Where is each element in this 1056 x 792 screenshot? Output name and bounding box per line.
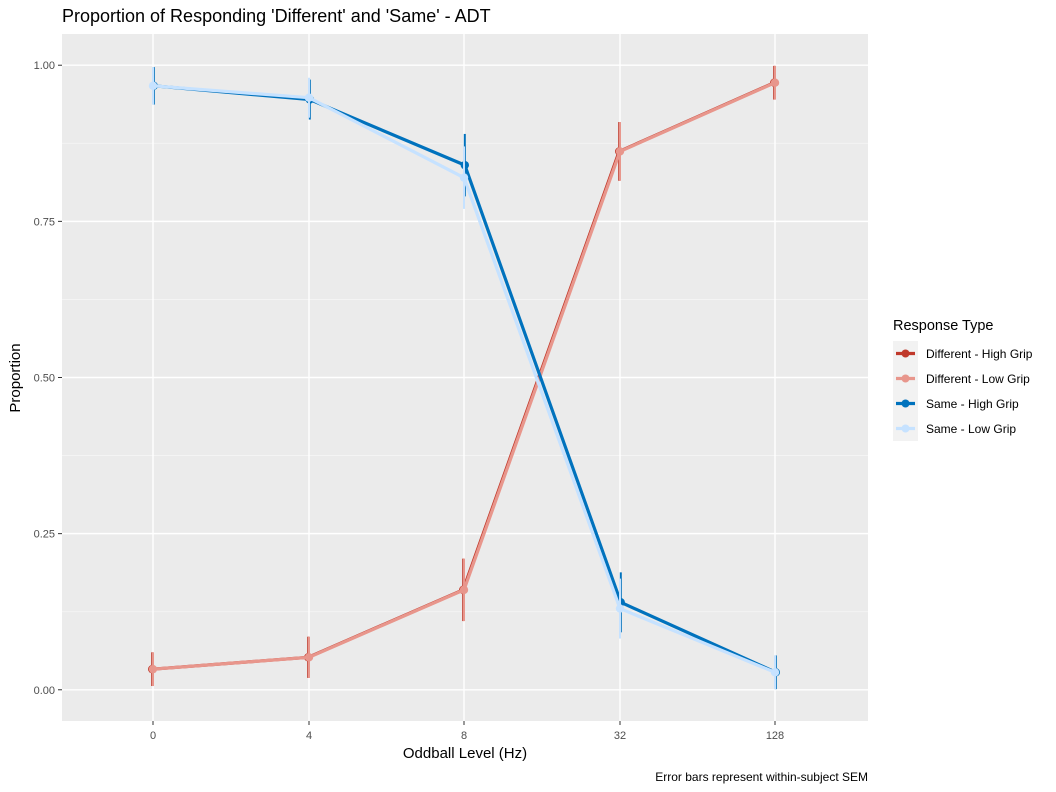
- y-tick-label: 0.25: [34, 529, 55, 541]
- x-tick-label: 0: [150, 730, 156, 742]
- y-tick-label: 0.75: [34, 216, 55, 228]
- data-point: [459, 585, 469, 595]
- data-point: [615, 604, 625, 613]
- legend-label: Same - Low Grip: [926, 422, 1016, 436]
- data-point: [770, 668, 780, 677]
- legend-key-point: [901, 424, 910, 433]
- legend-label: Different - Low Grip: [926, 372, 1030, 386]
- legend-key-point: [901, 349, 910, 358]
- legend-key-point: [901, 374, 910, 383]
- chart-title: Proportion of Responding 'Different' and…: [62, 6, 491, 26]
- x-tick-label: 32: [614, 730, 626, 742]
- y-axis-title: Proportion: [7, 343, 24, 412]
- legend-label: Same - High Grip: [926, 397, 1019, 411]
- legend-title: Response Type: [893, 318, 994, 334]
- grid-major: [62, 34, 868, 721]
- legend-label: Different - High Grip: [926, 347, 1033, 361]
- data-point: [615, 147, 625, 156]
- x-axis: 0 4 8 32 128: [150, 721, 784, 742]
- legend-key-point: [901, 399, 910, 408]
- y-tick-label: 0.00: [34, 685, 55, 697]
- x-tick-label: 4: [306, 730, 312, 742]
- data-point: [770, 78, 780, 87]
- y-tick-label: 0.50: [34, 373, 55, 385]
- caption: Error bars represent within-subject SEM: [655, 770, 868, 784]
- data-point: [148, 664, 158, 674]
- series-layer: [148, 65, 780, 690]
- data-point: [148, 81, 158, 91]
- y-tick-label: 1.00: [34, 60, 55, 72]
- data-point: [304, 93, 314, 102]
- legend: Response Type Different - High Grip Diffe…: [893, 318, 1033, 441]
- series-same-low-grip: [148, 67, 780, 690]
- x-tick-label: 128: [766, 730, 784, 742]
- data-point: [459, 173, 469, 182]
- series-different-low-grip: [148, 65, 780, 687]
- y-axis: 0.00 0.25 0.50 0.75 1.00: [34, 60, 62, 697]
- data-point: [304, 653, 314, 662]
- x-tick-label: 8: [461, 730, 467, 742]
- x-axis-title: Oddball Level (Hz): [403, 745, 527, 762]
